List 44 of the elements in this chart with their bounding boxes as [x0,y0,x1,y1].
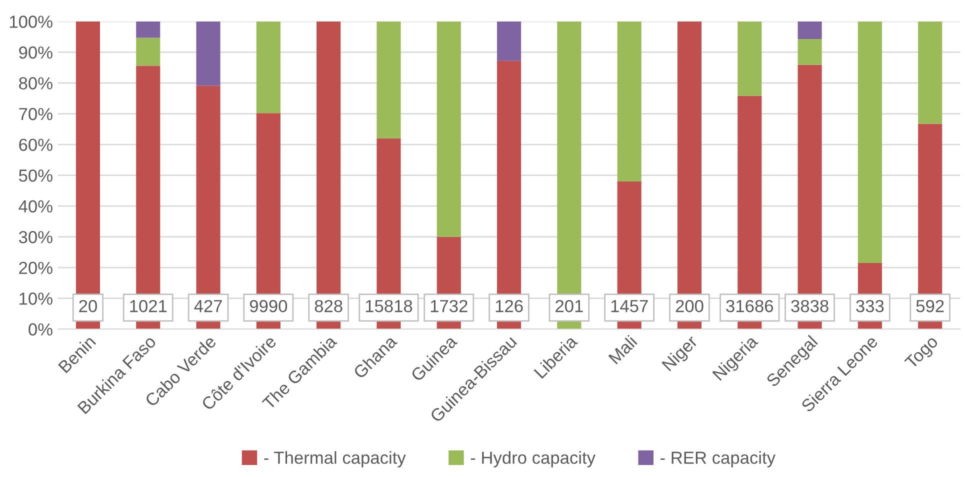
annotation: 15818 [366,300,412,312]
bar [617,21,642,182]
bar [196,21,220,86]
bar [738,21,762,96]
bar [918,21,942,124]
x-tick-label: Mali [608,334,638,365]
y-tick-label: 30% [18,231,52,244]
annotation: 20 [79,300,97,312]
annotation: 31686 [726,300,774,312]
y-tick-label: 100% [10,16,52,28]
bar [136,38,160,66]
legend-label: - Thermal capacity [264,451,406,468]
bar [136,21,160,38]
y-tick-label: 70% [19,108,52,120]
bar [256,21,280,114]
bar [376,21,401,138]
y-tick-label: 50% [18,169,52,182]
annotation: 201 [556,300,583,312]
legend-label: - RER capacity [660,451,776,468]
annotation: 1021 [130,300,167,312]
y-tick-label: 60% [19,138,52,151]
annotation: 3838 [791,300,828,312]
annotation: 592 [916,300,944,312]
annotation: 1457 [611,300,648,312]
bar [798,39,822,65]
annotation: 427 [194,300,222,312]
y-tick-label: 40% [18,200,52,213]
annotation: 9990 [250,300,288,312]
annotation: 333 [856,300,884,312]
y-tick-label: 0% [28,323,52,336]
bar [497,21,522,61]
legend-label: - Hydro capacity [470,451,596,468]
bar [798,21,822,39]
bar [858,21,882,263]
annotation: 200 [676,300,704,312]
y-tick-label: 80% [19,77,52,90]
bar [436,21,461,237]
y-tick-label: 20% [19,262,52,274]
annotation: 126 [496,300,523,312]
y-tick-label: 10% [20,292,52,305]
x-tick-label: Togo [904,334,942,372]
annotation: 828 [314,300,342,312]
y-tick-label: 90% [19,46,52,59]
annotation: 1732 [430,300,468,312]
